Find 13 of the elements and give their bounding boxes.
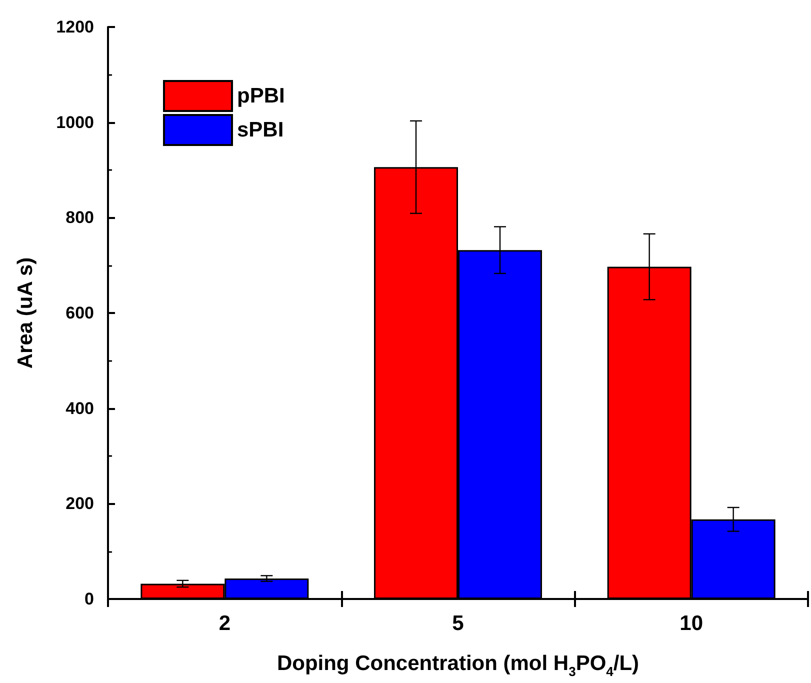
y-tick-label: 200 [66,494,94,514]
x-tick-label: 5 [452,612,464,635]
legend-label: sPBI [237,118,284,142]
legend-label: pPBI [237,84,285,108]
y-tick-label: 400 [66,398,94,418]
y-tick-label: 600 [66,304,94,322]
y-tick-label: 1000 [56,112,94,132]
y-tick-label: 0 [84,590,94,608]
y-axis-title: Area (uA s) [14,257,37,369]
y-tick-label: 800 [66,208,94,228]
x-tick-label: 2 [218,612,231,635]
y-tick-label: 1200 [56,18,94,36]
x-tick-label: 10 [680,612,704,635]
